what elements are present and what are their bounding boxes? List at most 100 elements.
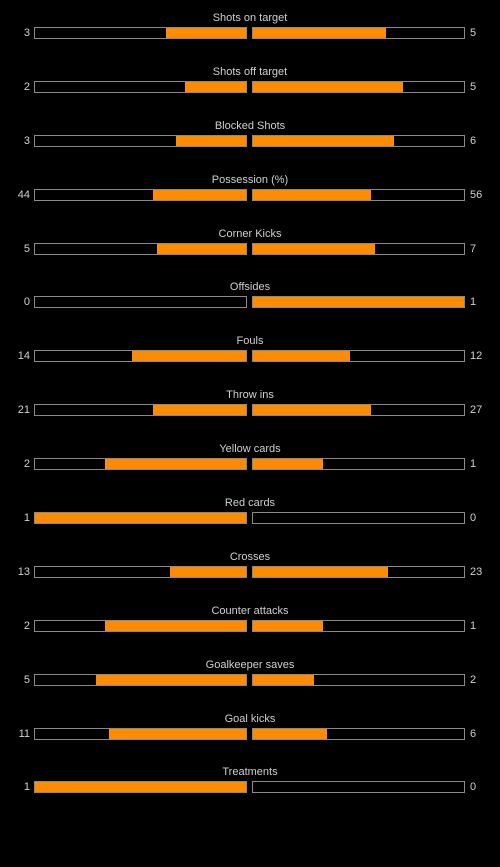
home-value: 5	[23, 673, 30, 686]
away-value: 27	[470, 404, 483, 417]
away-bar	[252, 188, 465, 201]
away-bar	[252, 673, 465, 686]
stat-label: Fouls	[236, 335, 264, 348]
stat-label: Crosses	[229, 550, 271, 563]
away-bar-fill	[253, 674, 315, 685]
away-value: 23	[470, 565, 483, 578]
away-bar-fill	[253, 405, 372, 416]
stat-row: Red cards 1 0	[0, 497, 500, 551]
away-bar	[252, 80, 465, 93]
away-value: 0	[470, 781, 477, 794]
home-bar	[34, 565, 247, 578]
home-bar-fill	[153, 405, 246, 416]
away-bar	[252, 512, 465, 525]
stat-row: Yellow cards 2 1	[0, 443, 500, 497]
home-bar-fill	[132, 351, 246, 362]
away-value: 5	[470, 27, 477, 39]
home-value: 44	[17, 188, 30, 201]
away-bar-fill	[253, 81, 403, 92]
away-value: 1	[470, 458, 477, 471]
away-bar-fill	[253, 297, 464, 308]
away-value: 12	[470, 350, 483, 363]
stat-row: Throw ins 21 27	[0, 389, 500, 443]
home-value: 5	[23, 242, 30, 255]
away-bar	[252, 458, 465, 471]
home-bar	[34, 619, 247, 632]
home-value: 0	[23, 296, 30, 309]
stat-label: Goalkeeper saves	[205, 658, 295, 671]
home-value: 1	[23, 512, 30, 525]
home-value: 2	[23, 458, 30, 471]
away-value: 6	[470, 134, 477, 147]
home-bar	[34, 458, 247, 471]
away-value: 5	[470, 80, 477, 93]
home-value: 13	[17, 565, 30, 578]
away-bar-fill	[253, 28, 386, 38]
away-bar-fill	[253, 620, 323, 631]
home-value: 14	[17, 350, 30, 363]
away-value: 1	[470, 619, 477, 632]
stat-row: Crosses 13 23	[0, 551, 500, 605]
stat-label: Goal kicks	[224, 712, 276, 725]
home-value: 3	[23, 134, 30, 147]
home-bar	[34, 80, 247, 93]
stat-row: Blocked Shots 3 6	[0, 120, 500, 174]
stat-row: Goalkeeper saves 5 2	[0, 659, 500, 713]
home-bar	[34, 404, 247, 417]
away-value: 2	[470, 673, 477, 686]
home-bar-fill	[176, 135, 246, 146]
away-bar	[252, 404, 465, 417]
stat-label: Counter attacks	[211, 604, 289, 617]
home-value: 2	[23, 619, 30, 632]
away-bar	[252, 134, 465, 147]
home-bar	[34, 781, 247, 794]
stat-label: Offsides	[229, 281, 271, 294]
home-bar-fill	[170, 566, 246, 577]
stat-row: Offsides 0 1	[0, 281, 500, 335]
away-bar-fill	[253, 351, 351, 362]
away-bar-fill	[253, 243, 376, 254]
away-bar	[252, 727, 465, 740]
home-bar-fill	[165, 28, 246, 38]
stat-label: Blocked Shots	[214, 119, 286, 132]
home-bar	[34, 350, 247, 363]
home-bar-fill	[108, 728, 246, 739]
home-value: 11	[18, 727, 30, 740]
match-stats-panel: Shots on target 3 5 Shots off target 2 5 Block…	[0, 12, 500, 820]
home-value: 2	[23, 80, 30, 93]
home-value: 1	[23, 781, 30, 794]
home-bar	[34, 134, 247, 147]
home-bar-fill	[104, 620, 246, 631]
stat-label: Corner Kicks	[218, 227, 282, 240]
away-value: 7	[470, 242, 477, 255]
away-bar-fill	[253, 135, 395, 146]
home-bar	[34, 296, 247, 309]
home-bar	[34, 27, 247, 39]
stat-label: Yellow cards	[219, 443, 281, 456]
stat-label: Throw ins	[226, 389, 274, 402]
away-bar	[252, 350, 465, 363]
stat-row: Shots off target 2 5	[0, 66, 500, 120]
stat-label: Red cards	[224, 497, 276, 510]
away-bar	[252, 242, 465, 255]
away-bar-fill	[253, 728, 327, 739]
home-bar-fill	[35, 782, 246, 793]
home-bar-fill	[104, 459, 246, 470]
stat-row: Possession (%) 44 56	[0, 174, 500, 228]
away-bar	[252, 565, 465, 578]
stat-row: Corner Kicks 5 7	[0, 228, 500, 282]
away-value: 6	[470, 727, 477, 740]
home-value: 3	[23, 27, 30, 39]
away-bar-fill	[253, 459, 323, 470]
stat-row: Treatments 1 0	[0, 766, 500, 820]
away-bar	[252, 27, 465, 39]
away-value: 0	[470, 512, 477, 525]
home-bar-fill	[157, 243, 246, 254]
away-bar	[252, 296, 465, 309]
away-value: 1	[470, 296, 477, 309]
away-bar-fill	[253, 566, 389, 577]
away-bar	[252, 619, 465, 632]
stat-row: Goal kicks 11 6	[0, 713, 500, 767]
home-bar	[34, 727, 247, 740]
home-bar-fill	[153, 189, 246, 200]
